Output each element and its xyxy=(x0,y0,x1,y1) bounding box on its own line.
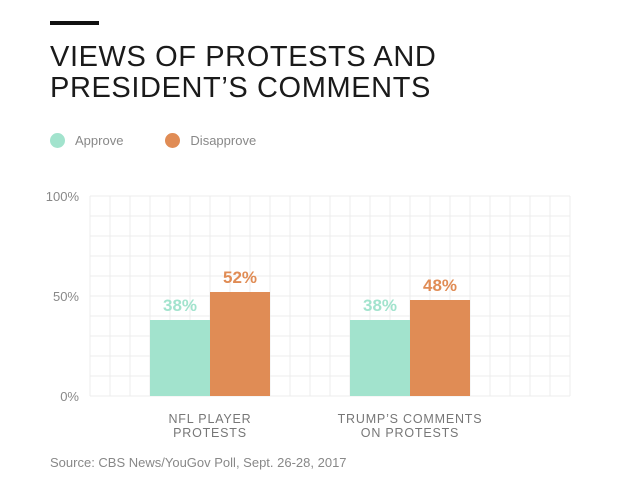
y-tick-label: 50% xyxy=(53,289,79,304)
legend-swatch-disapprove xyxy=(165,132,181,148)
data-label-disapprove-2: 48% xyxy=(423,276,457,295)
source-note: Source: CBS News/YouGov Poll, Sept. 26-2… xyxy=(50,455,347,470)
data-label-approve-1: 38% xyxy=(163,296,197,315)
bar-approve-2 xyxy=(350,320,410,396)
y-tick-label: 0% xyxy=(60,389,79,404)
legend-swatch-approve xyxy=(50,132,65,148)
legend-label-disapprove: Disapprove xyxy=(190,132,257,148)
legend-item-disapprove: Disapprove xyxy=(165,132,257,148)
chart-title: VIEWS OF PROTESTS AND PRESIDENT’S COMMEN… xyxy=(50,42,590,104)
title-accent-bar xyxy=(50,21,99,25)
x-category-label: PROTESTS xyxy=(173,426,247,440)
legend: Approve Disapprove xyxy=(50,131,298,149)
x-category-label: NFL PLAYER xyxy=(168,412,251,426)
legend-label-approve: Approve xyxy=(75,132,124,148)
x-category-label: ON PROTESTS xyxy=(361,426,459,440)
data-label-disapprove-1: 52% xyxy=(223,268,257,287)
bar-disapprove-1 xyxy=(210,292,270,396)
chart-title-line-2: PRESIDENT’S COMMENTS xyxy=(50,72,431,104)
data-label-approve-2: 38% xyxy=(363,296,397,315)
legend-item-approve: Approve xyxy=(50,132,124,148)
bar-disapprove-2 xyxy=(410,300,470,396)
bar-approve-1 xyxy=(150,320,210,396)
y-tick-label: 100% xyxy=(46,189,80,204)
chart-title-line-1: VIEWS OF PROTESTS AND xyxy=(50,41,437,73)
x-category-label: TRUMP’S COMMENTS xyxy=(338,412,483,426)
